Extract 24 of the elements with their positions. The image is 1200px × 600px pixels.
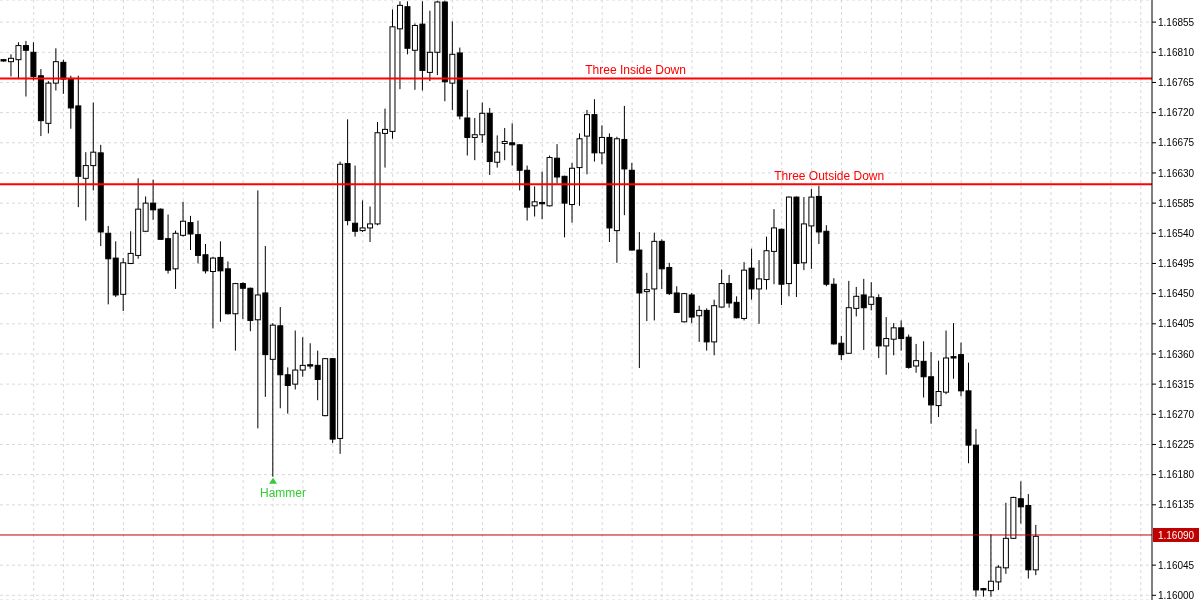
- y-tick-label: 1.16810: [1158, 46, 1195, 58]
- annotation: Hammer: [260, 485, 307, 500]
- candlestick: [464, 89, 471, 157]
- y-tick-label: 1.16045: [1158, 559, 1195, 571]
- y-tick-label: 1.16675: [1158, 137, 1195, 149]
- y-tick-label: 1.16630: [1158, 167, 1195, 179]
- y-tick-label: 1.16180: [1158, 469, 1195, 481]
- ref-line-label: Three Inside Down: [585, 63, 686, 78]
- y-tick-label: 1.16765: [1158, 77, 1195, 89]
- y-tick-label: 1.16225: [1158, 439, 1195, 451]
- ref-line-label: 1.16090: [1157, 529, 1195, 541]
- y-tick-label: 1.16405: [1158, 318, 1195, 330]
- y-tick-label: 1.16360: [1158, 348, 1195, 360]
- y-tick-label: 1.16855: [1158, 16, 1195, 28]
- y-tick-label: 1.16135: [1158, 499, 1195, 511]
- y-tick-label: 1.16270: [1158, 408, 1195, 420]
- y-tick-label: 1.16585: [1158, 197, 1195, 209]
- y-tick-label: 1.16720: [1158, 107, 1195, 119]
- y-tick-label: 1.16000: [1158, 589, 1195, 600]
- y-tick-label: 1.16315: [1158, 378, 1195, 390]
- ref-line-label: Three Outside Down: [774, 169, 885, 184]
- y-tick-label: 1.16540: [1158, 227, 1195, 239]
- y-tick-label: 1.16495: [1158, 258, 1195, 270]
- y-tick-label: 1.16450: [1158, 288, 1195, 300]
